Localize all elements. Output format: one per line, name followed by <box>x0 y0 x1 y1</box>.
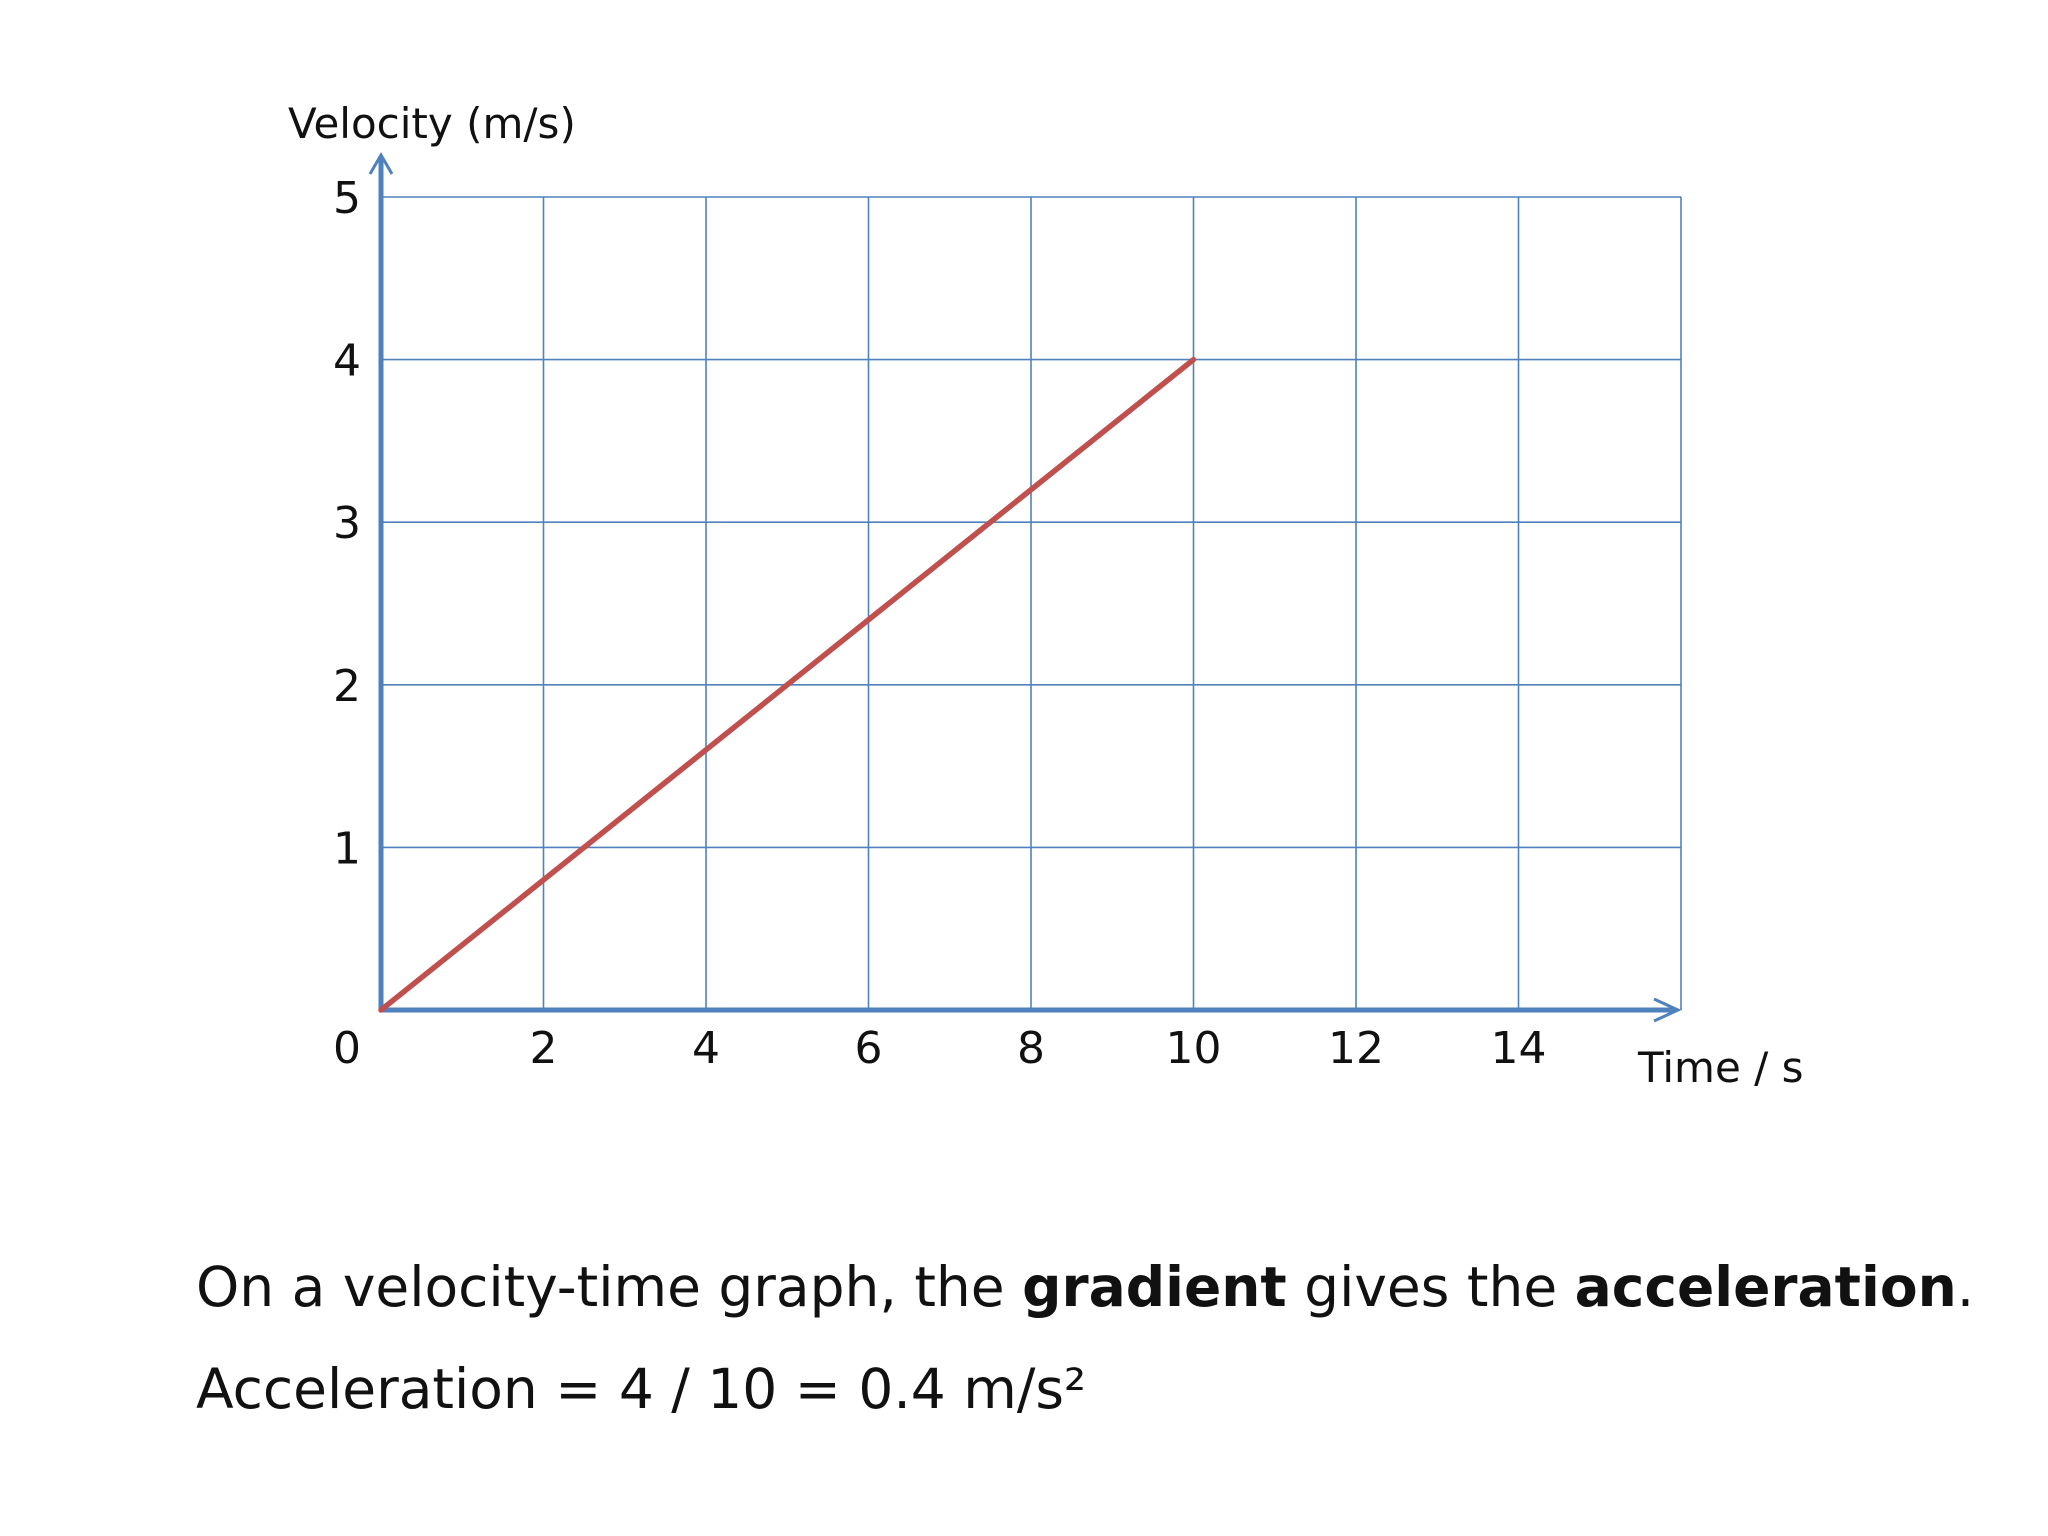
series-line <box>378 356 1197 1013</box>
x-tick-label: 8 <box>1017 1023 1045 1074</box>
grid-lines <box>381 196 1682 1010</box>
x-tick-label: 2 <box>530 1023 558 1074</box>
caption-bold-acceleration: acceleration <box>1574 1255 1957 1319</box>
caption-text: On a velocity-time graph, the <box>196 1255 1023 1319</box>
y-tick-label: 1 <box>333 823 361 874</box>
x-tick-label: 14 <box>1491 1023 1547 1074</box>
caption-line-1: On a velocity-time graph, the gradient g… <box>196 1260 1974 1315</box>
x-tick-label: 10 <box>1166 1023 1222 1074</box>
y-axis-label: Velocity (m/s) <box>288 99 576 148</box>
caption-line-2: Acceleration = 4 / 10 = 0.4 m/s² <box>196 1357 1087 1421</box>
axes <box>368 152 1682 1023</box>
x-axis-label: Time / s <box>1637 1043 1804 1092</box>
x-axis-arrow <box>1653 997 1682 1023</box>
x-tick-label: 0 <box>333 1023 361 1074</box>
caption-bold-gradient: gradient <box>1022 1255 1287 1319</box>
caption-text: . <box>1956 1255 1975 1319</box>
x-tick-label: 6 <box>855 1023 883 1074</box>
y-tick-label: 4 <box>333 336 361 387</box>
y-tick-label: 3 <box>333 498 361 549</box>
y-tick-label: 5 <box>333 173 361 224</box>
x-tick-label: 4 <box>692 1023 720 1074</box>
caption-text: gives the <box>1286 1255 1575 1319</box>
series-layer <box>378 356 1197 1013</box>
y-axis-arrow <box>368 152 394 175</box>
y-tick-label: 2 <box>333 661 361 712</box>
x-tick-label: 12 <box>1328 1023 1384 1074</box>
